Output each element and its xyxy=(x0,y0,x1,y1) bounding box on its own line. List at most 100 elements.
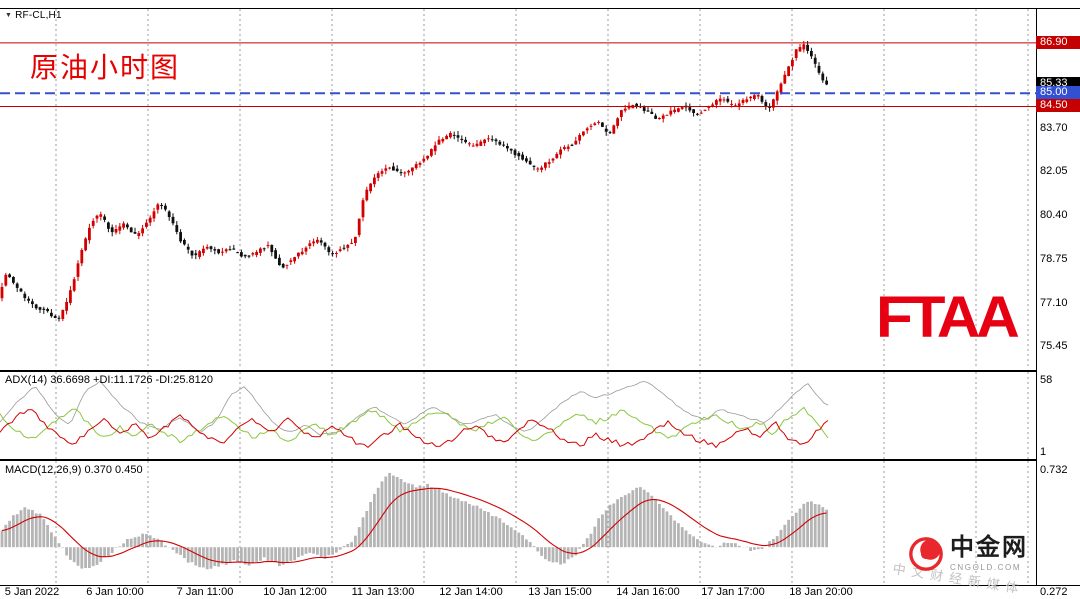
candle-body xyxy=(540,167,543,170)
candle-body xyxy=(403,172,407,174)
candle-body xyxy=(114,229,118,233)
cngold-text: 中金网 CNGOLD.COM xyxy=(950,536,1028,573)
candle-body xyxy=(468,143,471,145)
macd-histogram-bar xyxy=(308,547,312,553)
candle-body xyxy=(266,245,270,247)
main-chart-canvas[interactable] xyxy=(0,9,1036,369)
macd-histogram-bar xyxy=(707,544,711,548)
macd-histogram-bar xyxy=(27,509,30,548)
macd-histogram-bar xyxy=(464,501,467,548)
panel-divider-adx-macd[interactable] xyxy=(0,459,1037,461)
candle-body xyxy=(715,100,718,105)
candle-body xyxy=(224,249,228,252)
macd-histogram-bar xyxy=(213,547,217,567)
panel-border-bottom xyxy=(0,585,1080,586)
candle-body xyxy=(544,162,547,168)
candle-body xyxy=(91,220,95,226)
candle-body xyxy=(513,150,517,155)
candle-body xyxy=(361,200,365,218)
ftaa-logo: FTAA xyxy=(876,285,1020,350)
candle-body xyxy=(129,227,133,233)
candle-body xyxy=(399,172,403,174)
macd-histogram-bar xyxy=(490,516,494,548)
macd-histogram-bar xyxy=(217,547,220,567)
macd-histogram-bar xyxy=(589,533,593,548)
candle-body xyxy=(593,123,597,125)
candle-body xyxy=(365,189,369,201)
candle-body xyxy=(791,60,794,67)
macd-histogram-bar xyxy=(380,481,384,548)
price-tick-label: 80.40 xyxy=(1040,209,1068,221)
macd-histogram-bar xyxy=(684,530,688,548)
macd-histogram-bar xyxy=(186,547,190,563)
candle-body xyxy=(380,171,384,174)
macd-histogram-bar xyxy=(582,543,585,548)
panel-divider-main-adx[interactable] xyxy=(0,370,1037,372)
candle-body xyxy=(612,125,616,134)
candle-body xyxy=(658,117,661,120)
candle-body xyxy=(236,252,239,254)
candle-body xyxy=(190,250,194,256)
panel-border-top xyxy=(0,8,1080,9)
price-axis[interactable]: 83.70 82.05 80.40 78.75 77.10 75.45 86.90 85.33… xyxy=(1036,0,1080,599)
macd-histogram-bar xyxy=(129,538,133,548)
candle-body xyxy=(179,232,182,242)
candle-body xyxy=(479,141,483,146)
candle-body xyxy=(84,238,87,251)
adx-indicator-canvas[interactable] xyxy=(0,372,1036,459)
macd-histogram-bar xyxy=(247,547,251,566)
macd-histogram-bar xyxy=(399,479,403,548)
macd-histogram-bar xyxy=(270,547,274,561)
macd-histogram-bar xyxy=(224,547,228,565)
candle-body xyxy=(251,253,255,255)
macd-histogram-bar xyxy=(179,547,182,555)
macd-histogram-bar xyxy=(266,547,270,561)
candle-body xyxy=(821,73,825,81)
adx-indicator-label: ADX(14) 36.6698 +DI:11.1726 -DI:25.8120 xyxy=(5,374,214,386)
symbol-label[interactable]: ▼ RF-CL,H1 xyxy=(5,10,62,21)
macd-histogram-bar xyxy=(384,476,388,548)
candle-body xyxy=(354,236,357,243)
macd-histogram-bar xyxy=(749,547,752,551)
macd-histogram-bar xyxy=(23,507,27,548)
macd-histogram-bar xyxy=(145,534,148,548)
candle-body xyxy=(221,251,224,253)
macd-histogram-bar xyxy=(544,547,547,560)
macd-histogram-bar xyxy=(635,487,638,548)
macd-histogram-bar xyxy=(323,547,327,559)
macd-histogram-bar xyxy=(806,501,809,548)
macd-histogram-bar xyxy=(768,541,771,548)
candle-body xyxy=(259,248,262,253)
macd-histogram-bar xyxy=(779,529,783,548)
candle-body xyxy=(654,115,657,119)
candle-body xyxy=(38,307,42,310)
macd-histogram-bar xyxy=(772,539,775,548)
candle-body xyxy=(407,170,410,173)
candle-body xyxy=(312,241,315,244)
candle-body xyxy=(772,99,775,108)
candle-body xyxy=(411,167,414,172)
time-label: 6 Jan 10:00 xyxy=(86,586,144,598)
candle-body xyxy=(110,227,114,233)
candle-body xyxy=(34,304,38,309)
candle-body xyxy=(661,115,665,119)
candle-body xyxy=(183,240,186,245)
candle-body xyxy=(570,144,574,146)
time-axis[interactable]: 5 Jan 2022 6 Jan 10:00 7 Jan 11:00 10 Jan 1… xyxy=(0,586,1036,599)
candle-body xyxy=(152,211,156,219)
candle-body xyxy=(722,99,726,101)
time-label: 18 Jan 20:00 xyxy=(789,586,853,598)
macd-histogram-bar xyxy=(232,547,236,561)
candle-body xyxy=(53,316,57,318)
macd-histogram-bar xyxy=(31,509,34,548)
macd-histogram-bar xyxy=(114,547,118,548)
time-label: 5 Jan 2022 xyxy=(4,586,60,598)
macd-histogram-bar xyxy=(623,495,627,548)
macd-histogram-bar xyxy=(627,493,631,548)
macd-indicator-canvas[interactable] xyxy=(0,461,1036,584)
candle-body xyxy=(749,96,752,99)
macd-histogram-bar xyxy=(802,503,806,548)
macd-histogram-bar xyxy=(665,511,669,548)
candle-body xyxy=(635,103,638,107)
candle-body xyxy=(338,249,342,251)
